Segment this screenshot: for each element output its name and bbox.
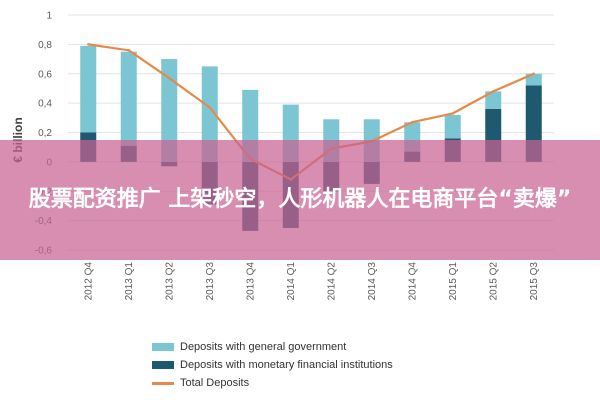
bar-general-government	[485, 91, 502, 109]
x-tick-label: 2015 Q3	[529, 262, 540, 301]
legend-swatch-general-government	[152, 343, 174, 351]
x-tick-label: 2015 Q2	[488, 262, 499, 301]
x-tick-label: 2015 Q1	[448, 262, 459, 301]
x-tick-label: 2014 Q1	[286, 262, 297, 301]
point-total-deposits	[208, 106, 211, 109]
legend-label: Deposits with monetary financial institu…	[180, 359, 393, 371]
point-total-deposits	[168, 76, 171, 80]
point-total-deposits	[411, 121, 414, 124]
bar-general-government	[525, 73, 542, 86]
x-tick-label: 2014 Q4	[407, 262, 418, 301]
x-tick-label: 2013 Q4	[245, 262, 256, 301]
legend-item-total-deposits: Total Deposits	[152, 374, 393, 392]
x-tick-label: 2013 Q3	[205, 262, 216, 301]
x-tick-label: 2013 Q1	[124, 262, 135, 301]
x-tick-label: 2014 Q3	[367, 262, 378, 301]
bar-general-government	[80, 45, 97, 133]
bar-general-government	[201, 66, 218, 162]
x-tick-label: 2013 Q2	[164, 262, 175, 301]
legend-label: Total Deposits	[180, 377, 250, 389]
point-total-deposits	[492, 90, 495, 93]
legend-label: Deposits with general government	[180, 341, 347, 353]
x-tick-label: 2014 Q2	[326, 262, 337, 301]
y-tick-label: 1	[46, 11, 52, 22]
point-total-deposits	[127, 49, 130, 52]
y-tick-label: 0,6	[38, 69, 52, 80]
point-total-deposits	[87, 43, 90, 46]
y-tick-label: 0,4	[38, 99, 52, 110]
bar-general-government	[120, 51, 137, 146]
legend-item-monetary-financial: Deposits with monetary financial institu…	[152, 356, 393, 374]
legend-swatch-monetary-financial	[152, 361, 174, 369]
x-axis-ticks: 2012 Q4 2013 Q1 2013 Q2 2013 Q3 2013 Q4 2014 …	[83, 262, 540, 301]
banner-headline: 股票配资推广 上架秒空，人形机器人在电商平台“卖爆”	[28, 187, 572, 212]
bar-general-government	[444, 114, 461, 139]
legend-item-general-government: Deposits with general government	[152, 338, 393, 356]
y-tick-label: 0,8	[38, 40, 52, 51]
chart-legend: Deposits with general government Deposit…	[152, 338, 393, 392]
point-total-deposits	[451, 112, 454, 115]
y-tick-label: 0,2	[38, 128, 52, 139]
point-total-deposits	[532, 72, 535, 75]
legend-swatch-total-deposits	[152, 381, 174, 385]
bar-general-government	[161, 59, 178, 162]
overlay-banner: 股票配资推广 上架秒空，人形机器人在电商平台“卖爆”	[0, 140, 600, 260]
x-tick-label: 2012 Q4	[83, 262, 94, 301]
